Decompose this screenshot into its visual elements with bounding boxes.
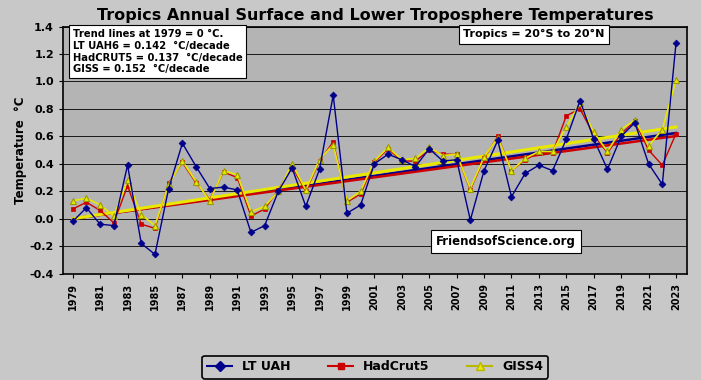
Text: Tropics = 20°S to 20°N: Tropics = 20°S to 20°N [463, 29, 605, 40]
Text: Trend lines at 1979 = 0 °C.
LT UAH6 = 0.142  °C/decade
HadCRUT5 = 0.137  °C/deca: Trend lines at 1979 = 0 °C. LT UAH6 = 0.… [73, 29, 243, 74]
Title: Tropics Annual Surface and Lower Troposphere Temperatures: Tropics Annual Surface and Lower Troposp… [97, 8, 653, 23]
Y-axis label: Temperature  °C: Temperature °C [14, 97, 27, 204]
Text: FriendsofScience.org: FriendsofScience.org [436, 235, 576, 248]
Legend: LT UAH, HadCrut5, GISS4: LT UAH, HadCrut5, GISS4 [202, 356, 548, 378]
